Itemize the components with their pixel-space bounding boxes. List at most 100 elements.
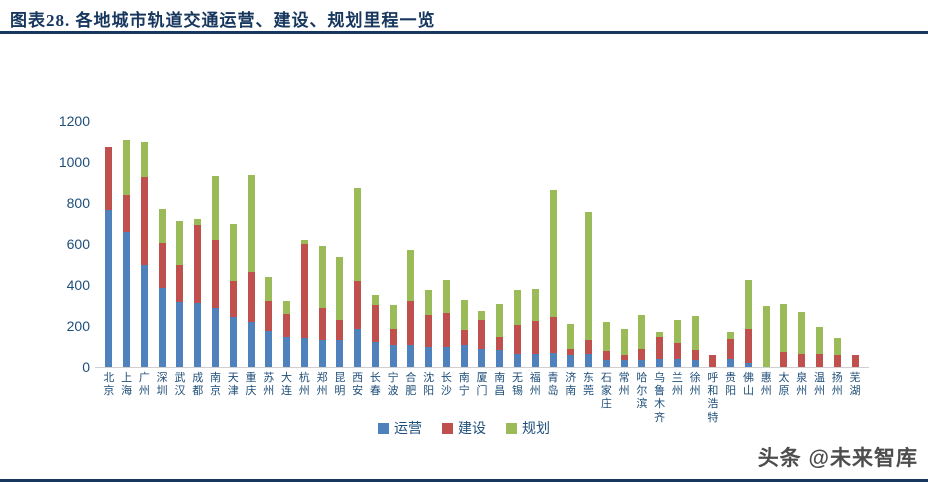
bar-segment-建设 — [549, 316, 557, 354]
y-tick-label: 1200 — [58, 113, 90, 129]
bar-segment-运营 — [513, 353, 521, 367]
bar-segment-规划 — [247, 174, 255, 273]
bar-segment-规划 — [460, 300, 468, 331]
x-axis-label-徐州: 徐 州 — [689, 372, 701, 398]
bar-segment-运营 — [585, 353, 593, 367]
bar-stack — [247, 174, 255, 367]
bar-segment-规划 — [656, 332, 664, 338]
bar-stack — [513, 290, 521, 367]
bar-stack — [531, 288, 539, 367]
bar-segment-规划 — [211, 175, 219, 241]
bar-segment-建设 — [620, 355, 628, 360]
bar-segment-运营 — [442, 346, 450, 367]
y-tick-label: 200 — [66, 318, 90, 334]
bar-stack — [318, 246, 326, 367]
bar-segment-运营 — [229, 316, 237, 367]
x-axis-label-上海: 上 海 — [121, 372, 133, 398]
bar-segment-规划 — [194, 218, 202, 225]
title-rule — [0, 31, 928, 34]
bar-segment-建设 — [531, 321, 539, 354]
legend-label: 建设 — [458, 422, 486, 437]
bar-segment-建设 — [460, 330, 468, 346]
bar-column-杭州 — [295, 121, 313, 367]
legend-label: 规划 — [522, 422, 550, 437]
bar-segment-规划 — [585, 212, 593, 341]
bar-segment-建设 — [425, 315, 433, 347]
bar-segment-规划 — [283, 301, 291, 314]
bar-segment-运营 — [531, 353, 539, 367]
bar-segment-规划 — [833, 337, 841, 356]
x-axis-label-太原: 太 原 — [778, 372, 790, 398]
bar-segment-运营 — [389, 345, 397, 367]
bar-segment-规划 — [513, 290, 521, 325]
bar-segment-运营 — [620, 359, 628, 367]
bar-segment-建设 — [513, 325, 521, 354]
bar-segment-运营 — [496, 349, 504, 367]
watermark: 头条 @未来智库 — [757, 447, 918, 470]
bar-segment-运营 — [567, 355, 575, 367]
bar-segment-规划 — [158, 208, 166, 244]
bar-segment-建设 — [407, 301, 415, 346]
bar-segment-建设 — [105, 146, 113, 211]
bar-segment-建设 — [442, 312, 450, 347]
bar-column-西安 — [349, 121, 367, 367]
bar-segment-规划 — [176, 221, 184, 266]
x-axis-label-佛山: 佛 山 — [742, 372, 754, 398]
bar-segment-规划 — [318, 246, 326, 308]
bar-segment-运营 — [407, 345, 415, 367]
bar-column-乌鲁木齐 — [651, 121, 669, 367]
bar-segment-建设 — [851, 355, 859, 367]
x-axis-label-武汉: 武 汉 — [174, 372, 186, 398]
bar-stack — [727, 332, 735, 367]
bar-segment-建设 — [780, 352, 788, 367]
x-axis-label-深圳: 深 圳 — [156, 372, 168, 398]
bar-column-福州 — [526, 121, 544, 367]
bar-stack — [602, 321, 610, 367]
bar-column-呼和浩特 — [704, 121, 722, 367]
bar-segment-运营 — [300, 338, 308, 367]
bar-segment-运营 — [265, 330, 273, 367]
bar-segment-建设 — [176, 265, 184, 303]
legend-item-运营: 运营 — [378, 418, 422, 438]
bar-segment-运营 — [123, 231, 131, 367]
bar-segment-规划 — [744, 280, 752, 329]
x-axis-label-青岛: 青 岛 — [547, 372, 559, 398]
legend-item-建设: 建设 — [442, 418, 486, 438]
bar-segment-建设 — [673, 343, 681, 359]
bar-column-厦门 — [473, 121, 491, 367]
bar-column-南昌 — [491, 121, 509, 367]
bar-column-上海 — [118, 121, 136, 367]
x-axis-line — [95, 367, 869, 368]
bar-stack — [478, 311, 486, 367]
y-tick-label: 600 — [66, 236, 90, 252]
bar-segment-规划 — [531, 288, 539, 322]
x-axis-label-南昌: 南 昌 — [494, 372, 506, 398]
bar-column-深圳 — [153, 121, 171, 367]
bar-stack — [336, 256, 344, 367]
bar-segment-运营 — [425, 346, 433, 367]
bar-segment-运营 — [336, 340, 344, 367]
x-axis-label-东莞: 东 莞 — [583, 372, 595, 398]
bar-stack — [211, 175, 219, 367]
bar-segment-建设 — [496, 337, 504, 350]
bar-segment-运营 — [158, 288, 166, 367]
bar-column-常州 — [615, 121, 633, 367]
bar-column-南宁 — [455, 121, 473, 367]
x-axis-label-长春: 长 春 — [369, 372, 381, 398]
x-axis-label-广州: 广 州 — [138, 372, 150, 398]
x-axis-label-济南: 济 南 — [565, 372, 577, 398]
stacked-bar-chart: 0 200 400 600 800 1000 1200 北 京上 海广 州深 圳武 汉成 都… — [0, 40, 928, 440]
bar-stack — [176, 221, 184, 367]
bar-segment-建设 — [140, 177, 148, 265]
bar-segment-建设 — [833, 355, 841, 367]
x-axis-label-无锡: 无 锡 — [511, 372, 523, 398]
bar-segment-运营 — [176, 302, 184, 367]
x-axis-label-兰州: 兰 州 — [671, 372, 683, 398]
bar-stack — [780, 303, 788, 367]
bar-stack — [549, 190, 557, 367]
bar-stack — [585, 212, 593, 367]
bar-stack — [123, 139, 131, 367]
x-axis-label-呼和浩特: 呼 和 浩 特 — [707, 372, 719, 424]
bar-segment-建设 — [798, 353, 806, 367]
bar-stack — [567, 323, 575, 367]
